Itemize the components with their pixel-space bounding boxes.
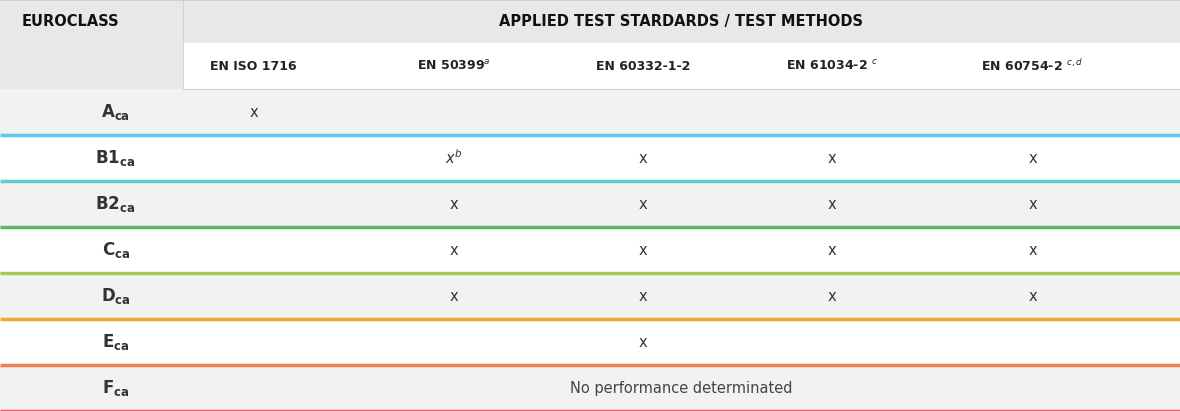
Bar: [183, 181, 1180, 227]
Text: x: x: [638, 289, 648, 304]
Text: $\bf{E}_{ca}$: $\bf{E}_{ca}$: [101, 332, 130, 352]
Bar: [183, 89, 1180, 135]
Text: $\bf{D}_{ca}$: $\bf{D}_{ca}$: [100, 286, 131, 306]
Text: $\bf{A}_{ca}$: $\bf{A}_{ca}$: [101, 102, 130, 122]
Bar: [0, 89, 183, 135]
Bar: [183, 43, 1180, 89]
Text: x: x: [827, 151, 837, 166]
Text: $\bf{B1}_{ca}$: $\bf{B1}_{ca}$: [96, 148, 136, 168]
Text: x: x: [827, 196, 837, 212]
Bar: [0, 273, 183, 319]
Bar: [0, 181, 183, 227]
Text: EN 50399$^a$: EN 50399$^a$: [418, 59, 491, 73]
Text: EUROCLASS: EUROCLASS: [21, 14, 119, 29]
Text: $x^{b}$: $x^{b}$: [445, 149, 464, 168]
Text: x: x: [638, 196, 648, 212]
Text: x: x: [450, 289, 459, 304]
Text: x: x: [1028, 196, 1037, 212]
Text: $\bf{C}_{ca}$: $\bf{C}_{ca}$: [101, 240, 130, 260]
Text: x: x: [638, 242, 648, 258]
Bar: [0, 43, 183, 89]
Text: $\bf{F}_{ca}$: $\bf{F}_{ca}$: [101, 378, 130, 398]
Bar: [0, 135, 183, 181]
Bar: [183, 273, 1180, 319]
Text: x: x: [827, 289, 837, 304]
Text: EN ISO 1716: EN ISO 1716: [210, 60, 297, 73]
Text: x: x: [638, 335, 648, 349]
Bar: [183, 319, 1180, 365]
Text: x: x: [450, 196, 459, 212]
Text: EN 60754-2 $^{c,d}$: EN 60754-2 $^{c,d}$: [982, 58, 1083, 74]
Text: x: x: [450, 242, 459, 258]
Text: x: x: [1028, 242, 1037, 258]
Text: x: x: [827, 242, 837, 258]
Text: x: x: [1028, 151, 1037, 166]
Text: x: x: [1028, 289, 1037, 304]
Bar: [183, 135, 1180, 181]
Text: x: x: [249, 105, 258, 120]
Text: $\bf{B2}_{ca}$: $\bf{B2}_{ca}$: [96, 194, 136, 214]
Bar: [183, 227, 1180, 273]
Bar: [0, 0, 1180, 43]
Text: EN 60332-1-2: EN 60332-1-2: [596, 60, 690, 73]
Bar: [0, 365, 183, 411]
Bar: [0, 227, 183, 273]
Text: x: x: [638, 151, 648, 166]
Bar: [0, 319, 183, 365]
Bar: [183, 365, 1180, 411]
Text: APPLIED TEST STARDARDS / TEST METHODS: APPLIED TEST STARDARDS / TEST METHODS: [499, 14, 864, 29]
Text: No performance determinated: No performance determinated: [570, 381, 793, 395]
Text: EN 61034-2 $^c$: EN 61034-2 $^c$: [786, 59, 878, 73]
